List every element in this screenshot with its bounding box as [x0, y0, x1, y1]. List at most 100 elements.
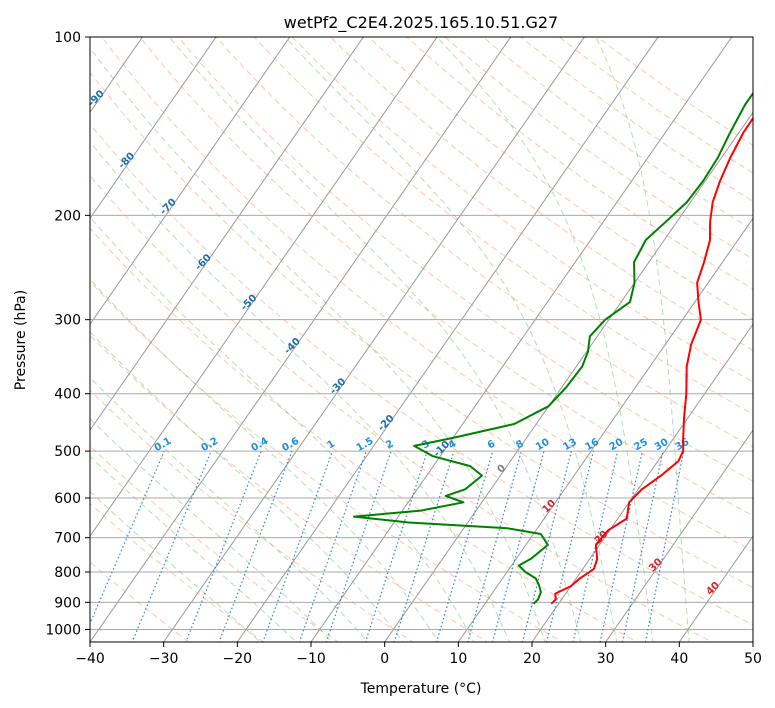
dry-adiabat-line [101, 37, 753, 552]
dry-adiabats [90, 37, 753, 642]
y-tick-label: 400 [54, 387, 81, 403]
isobar-gridlines [90, 37, 753, 630]
moist-adiabat-line [595, 37, 690, 642]
moist-adiabat-line [90, 141, 510, 642]
y-axis-label: Pressure (hPa) [13, 290, 29, 390]
dry-adiabat-line [90, 561, 190, 642]
moist-adiabat-line [90, 377, 369, 642]
mixing-ratio-lines [90, 450, 685, 642]
x-tick-label: −30 [149, 651, 179, 667]
series-line-dewpoint [353, 91, 753, 605]
y-tick-label: 800 [54, 565, 81, 581]
x-tick-label: 30 [597, 651, 615, 667]
mixing-ratio-label: 8 [514, 438, 526, 451]
dry-adiabat-line [90, 389, 414, 642]
plot-area: -100-90-80-70-60-50-40-30-20-10010203040… [0, 10, 753, 654]
x-tick-label: −40 [75, 651, 105, 667]
plot-frame [89, 36, 754, 643]
mixing-ratio-line [491, 450, 545, 642]
mixing-ratio-label: 3 [420, 438, 432, 451]
isotherm-line [752, 641, 753, 642]
y-tick-label: 200 [54, 208, 81, 224]
isotherm-line [90, 37, 512, 642]
isotherm-line [605, 429, 753, 642]
isotherm-label: -20 [376, 413, 397, 434]
dry-adiabat-line [405, 37, 753, 290]
dry-adiabat-line [90, 71, 753, 589]
y-tick-label: 500 [54, 444, 81, 460]
x-axis-label: Temperature (°C) [360, 681, 482, 697]
dry-adiabat-line [90, 123, 753, 626]
moist-adiabat-line [436, 37, 654, 642]
mixing-ratio-line [467, 450, 522, 642]
y-tick-label: 100 [54, 30, 81, 46]
mixing-ratio-label: 4 [447, 438, 459, 451]
isotherm-line [236, 37, 659, 642]
isotherm-line [90, 37, 438, 537]
isotherm-line [90, 37, 217, 220]
isotherm-label: -40 [282, 336, 303, 357]
y-tick-label: 1000 [45, 622, 81, 638]
mixing-ratio-line [644, 450, 685, 642]
mixing-ratio-line [599, 450, 643, 642]
dry-adiabat-line [90, 334, 489, 642]
moist-adiabat-line [90, 47, 546, 642]
x-tick-label: 50 [744, 651, 762, 667]
mixing-ratio-line [393, 450, 455, 642]
sounding-series [353, 91, 753, 605]
x-tick-label: −20 [223, 651, 253, 667]
mixing-ratio-line [262, 450, 334, 642]
isotherm-label: -60 [193, 252, 214, 273]
dry-adiabat-line [90, 280, 564, 642]
y-tick-label: 900 [54, 595, 81, 611]
mixing-ratio-line [90, 450, 165, 625]
y-tick-label: 700 [54, 531, 81, 547]
x-tick-label: 20 [523, 651, 541, 667]
isotherms [0, 10, 753, 654]
isotherm-label: 0 [496, 463, 509, 476]
isotherm-label: -70 [158, 197, 179, 218]
isotherm-line [678, 535, 753, 642]
x-axis-ticks: −40 −30 −20 −10 0 10 20 30 40 50 [75, 642, 762, 667]
isotherm-label: -90 [86, 88, 107, 109]
mixing-ratio-label: 6 [486, 438, 498, 451]
x-tick-label: −10 [296, 651, 326, 667]
isotherm-line [0, 10, 14, 654]
y-tick-label: 600 [54, 491, 81, 507]
moist-adiabats [90, 37, 690, 642]
isotherm-line [90, 37, 291, 326]
moist-adiabat-line [169, 37, 582, 642]
chart-title: wetPf2_C2E4.2025.165.10.51.G27 [284, 13, 558, 33]
mixing-ratio-line [521, 450, 572, 642]
dry-adiabat-line [329, 37, 753, 351]
moist-adiabat-line [90, 331, 404, 642]
mixing-ratio-line [131, 450, 212, 642]
dry-adiabat-line [90, 445, 340, 642]
mixing-ratio-line [436, 450, 494, 642]
mixing-ratio-line [298, 450, 367, 642]
moist-adiabat-line [90, 216, 475, 642]
isotherm-line [310, 37, 733, 642]
isotherm-line [457, 217, 753, 642]
isotherm-label: 10 [541, 498, 559, 516]
mixing-ratio-line [622, 450, 664, 642]
mixing-ratio-line [185, 450, 262, 642]
isotherm-line [163, 37, 586, 642]
dry-adiabat-line [90, 175, 713, 642]
isotherm-label: -80 [117, 151, 138, 172]
dry-adiabat-line [215, 37, 753, 448]
dry-adiabat-line [90, 227, 639, 642]
mixing-ratio-label: 1 [326, 438, 338, 451]
moist-adiabat-line [284, 37, 618, 642]
mixing-ratio-line [218, 450, 293, 642]
mixing-ratio-label: 2 [384, 438, 396, 451]
isotherm-line [384, 111, 753, 642]
isotherm-label: 40 [704, 580, 722, 598]
dry-adiabat-line [482, 37, 753, 231]
dry-adiabat-line [90, 502, 265, 642]
y-tick-label: 300 [54, 313, 81, 329]
mixing-ratio-line [325, 450, 392, 642]
x-tick-label: 40 [670, 651, 688, 667]
